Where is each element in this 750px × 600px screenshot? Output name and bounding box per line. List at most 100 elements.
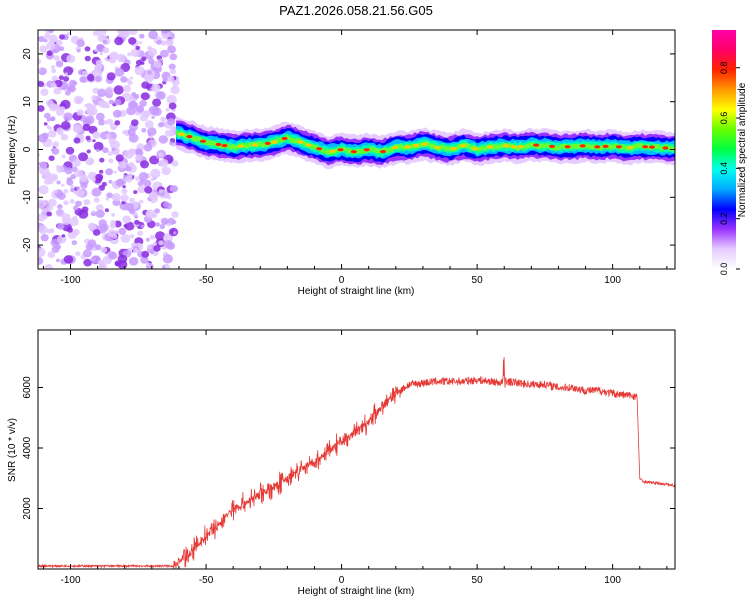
- noise-blob: [85, 135, 91, 141]
- noise-blob: [46, 228, 52, 234]
- noise-blob: [153, 60, 162, 68]
- noise-blob: [95, 76, 102, 82]
- noise-blob: [121, 188, 128, 195]
- colorbar-label: Normalized spectral amplitude: [737, 82, 748, 217]
- noise-blob: [59, 106, 66, 112]
- noise-blob: [163, 233, 173, 243]
- noise-blob: [38, 256, 44, 265]
- noise-blob: [63, 189, 69, 194]
- noise-blob: [87, 239, 97, 248]
- noise-blob: [163, 201, 170, 208]
- noise-blob: [118, 227, 127, 235]
- y-tick-label: 2000: [22, 497, 33, 520]
- noise-blob: [95, 112, 105, 121]
- noise-blob: [76, 109, 84, 116]
- ridge-peak: [642, 145, 649, 149]
- noise-blob: [51, 75, 58, 82]
- noise-blob: [44, 112, 51, 119]
- noise-blob: [66, 32, 71, 36]
- noise-blob: [150, 168, 161, 179]
- noise-blob: [63, 76, 70, 82]
- noise-blob: [105, 197, 109, 201]
- ridge-peak: [421, 142, 428, 146]
- noise-blob: [113, 195, 118, 200]
- ridge-peak: [503, 144, 510, 148]
- noise-blob: [162, 254, 173, 264]
- noise-blob: [123, 84, 132, 93]
- noise-blob: [144, 74, 154, 83]
- noise-blob: [134, 215, 139, 219]
- noise-blob: [141, 81, 150, 89]
- noise-blob: [170, 85, 180, 95]
- noise-blob: [103, 120, 109, 125]
- noise-blob: [88, 171, 98, 181]
- noise-blob: [80, 182, 88, 189]
- noise-blob: [63, 255, 74, 264]
- noise-blob: [73, 95, 84, 105]
- noise-blob: [152, 242, 157, 246]
- snr-panel: -100 -50 0 50 100 2000 4000 6000 Height of stra…: [7, 329, 676, 597]
- noise-blob: [150, 177, 155, 182]
- colorbar-tick-label: 0.4: [719, 162, 729, 175]
- ridge-peak: [594, 145, 601, 149]
- noise-blob: [38, 36, 45, 43]
- y-tick-label: 10: [22, 96, 33, 108]
- noise-blob: [162, 77, 168, 83]
- noise-blob: [125, 176, 133, 183]
- ridge-peak: [615, 145, 622, 149]
- colorbar-ticks: 0.0 0.2 0.4 0.6 0.8: [719, 61, 740, 275]
- noise-blob: [108, 158, 114, 164]
- noise-blob: [135, 154, 143, 162]
- noise-blob: [57, 192, 66, 200]
- noise-blob: [128, 162, 135, 168]
- noise-blob: [117, 178, 125, 186]
- noise-blob: [92, 139, 96, 143]
- ridge-peak: [350, 150, 357, 154]
- noise-blob: [163, 121, 169, 126]
- noise-blob: [110, 220, 116, 226]
- noise-blob: [38, 225, 48, 234]
- noise-blob: [139, 114, 148, 122]
- noise-blob: [55, 208, 65, 217]
- colorbar-fill: [712, 30, 736, 269]
- noise-blob: [46, 117, 51, 122]
- x-tick-label: 100: [604, 275, 621, 286]
- noise-blob: [102, 39, 107, 45]
- noise-blob: [65, 146, 75, 155]
- noise-blob: [129, 234, 135, 239]
- noise-blob: [61, 222, 72, 232]
- noise-blob: [38, 68, 41, 72]
- noise-blob: [123, 224, 128, 228]
- noise-blob: [135, 59, 143, 66]
- y-tick-label: -10: [22, 190, 33, 205]
- noise-blob: [160, 116, 167, 123]
- ridge-peak: [316, 147, 323, 151]
- noise-blob: [145, 262, 150, 267]
- noise-blob: [46, 50, 53, 56]
- noise-blob: [141, 250, 150, 258]
- noise-blob: [108, 137, 116, 145]
- noise-blob: [66, 54, 76, 63]
- noise-blob: [92, 69, 97, 74]
- noise-blob: [73, 205, 79, 211]
- noise-blob: [167, 75, 175, 83]
- noise-blob: [149, 250, 155, 255]
- noise-blob: [135, 176, 141, 181]
- colorbar: 0.0 0.2 0.4 0.6 0.8 Normalized spectral ampl…: [712, 30, 748, 275]
- spectrogram-content: [38, 30, 675, 269]
- noise-blob: [122, 215, 131, 224]
- noise-blob: [141, 128, 147, 133]
- noise-blob: [86, 73, 95, 82]
- ridge-peak: [487, 145, 493, 149]
- noise-blob: [53, 87, 62, 95]
- noise-blob: [156, 39, 162, 45]
- noise-blob: [75, 200, 82, 207]
- noise-blob: [56, 127, 64, 134]
- ridge-peak: [215, 142, 222, 147]
- noise-blob: [59, 34, 65, 40]
- noise-blob: [108, 251, 117, 260]
- ridge-peak: [186, 135, 193, 139]
- noise-blob: [45, 204, 53, 212]
- noise-blob: [50, 238, 60, 247]
- ridge-peak: [221, 144, 228, 148]
